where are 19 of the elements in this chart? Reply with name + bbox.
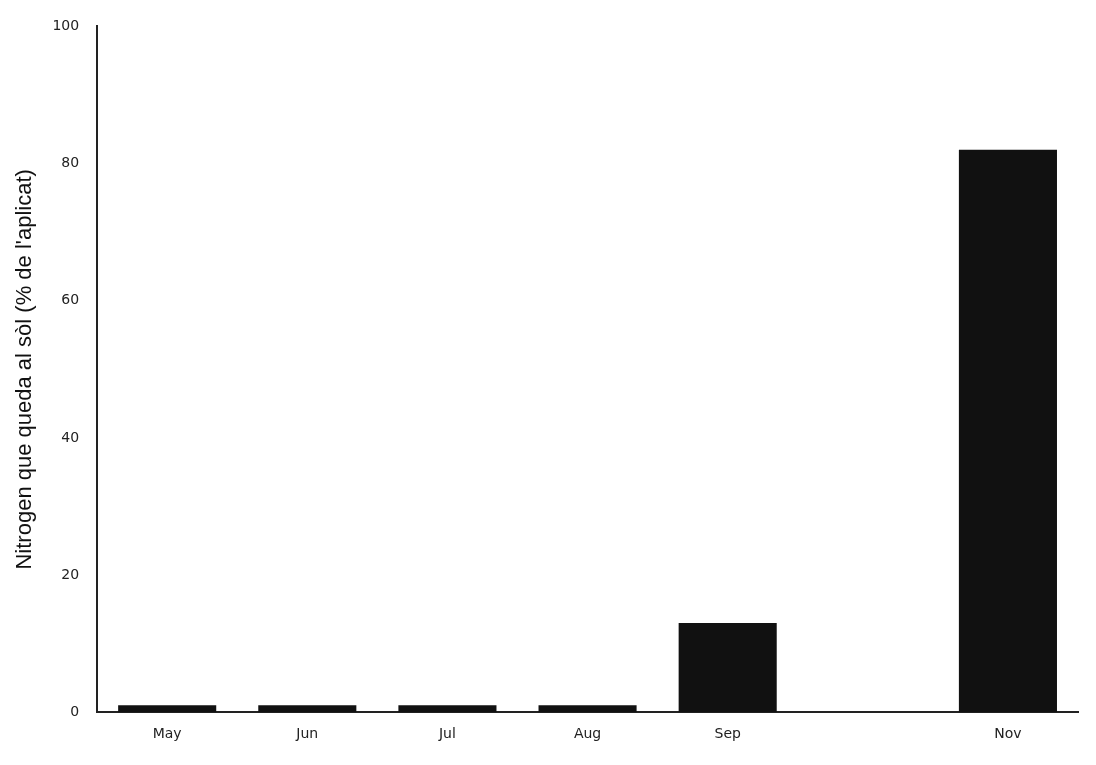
y-tick-label: 80 — [61, 154, 80, 171]
x-tick-label: Jul — [437, 725, 456, 742]
x-tick-label: Aug — [573, 725, 602, 742]
bar — [958, 149, 1057, 713]
y-tick-label: 20 — [61, 565, 80, 582]
y-tick-label: 100 — [52, 17, 80, 34]
x-tick-label: May — [152, 725, 182, 742]
x-tick-label: Sep — [714, 725, 741, 742]
bar — [258, 705, 357, 713]
y-tick-label: 40 — [61, 428, 80, 445]
bar — [398, 705, 497, 713]
x-tick-label: Jun — [295, 725, 319, 742]
bar — [538, 705, 637, 713]
bar — [118, 705, 217, 713]
y-tick-label: 0 — [70, 702, 80, 719]
y-axis-title: Nitrogen que queda al sòl (% de l'aplicat) — [11, 169, 37, 570]
x-tick-label: Nov — [994, 725, 1022, 742]
y-tick-label: 60 — [61, 291, 80, 308]
bar — [678, 623, 777, 713]
